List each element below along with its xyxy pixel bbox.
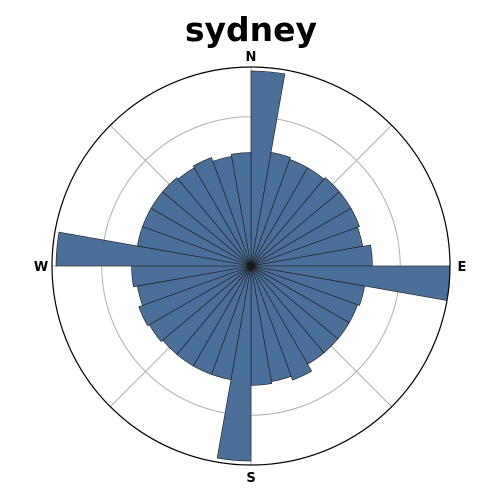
- direction-label-s: S: [246, 471, 255, 486]
- rose-bar: [162, 177, 252, 267]
- rose-bar: [250, 207, 360, 267]
- direction-label-w: W: [34, 260, 48, 275]
- rose-bar: [230, 152, 252, 267]
- rose-bar: [250, 265, 313, 381]
- rose-bar: [192, 157, 252, 267]
- direction-label-e: E: [458, 260, 467, 275]
- chart-title: sydney: [185, 10, 317, 49]
- rose-bars: [55, 70, 451, 462]
- rose-bar: [250, 265, 366, 306]
- rose-bar: [138, 265, 252, 327]
- outer-circle: [51, 66, 451, 466]
- direction-label-n: N: [246, 50, 257, 65]
- rose-bar: [250, 151, 291, 267]
